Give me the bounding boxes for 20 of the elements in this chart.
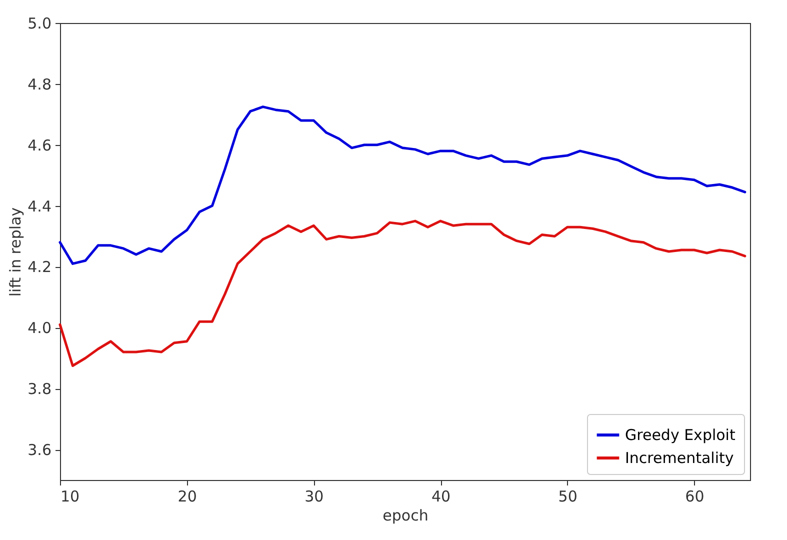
x-tick-label: 50 — [558, 488, 578, 506]
y-tick-label: 5.0 — [28, 14, 52, 32]
x-tick-label: 20 — [178, 488, 197, 506]
y-tick-label: 4.4 — [28, 197, 52, 216]
y-tick-label: 4.2 — [28, 258, 52, 276]
x-tick-label: 40 — [431, 488, 451, 506]
y-tick-label: 4.8 — [28, 75, 52, 94]
y-tick-label: 3.6 — [28, 441, 52, 460]
legend-label: Greedy Exploit — [625, 426, 736, 444]
line-series — [58, 106, 746, 265]
y-tick-label: 4.0 — [28, 319, 52, 338]
y-tick-label: 3.8 — [28, 380, 52, 398]
line-series — [58, 220, 746, 367]
legend-label: Incrementality — [625, 449, 734, 467]
y-axis-title: lift in replay — [6, 207, 25, 297]
x-tick-label: 60 — [685, 488, 704, 506]
y-tick-label: 4.6 — [28, 136, 52, 154]
x-tick-label: 10 — [60, 488, 80, 506]
x-axis-title: epoch — [382, 506, 428, 524]
x-tick-label: 30 — [304, 488, 324, 506]
